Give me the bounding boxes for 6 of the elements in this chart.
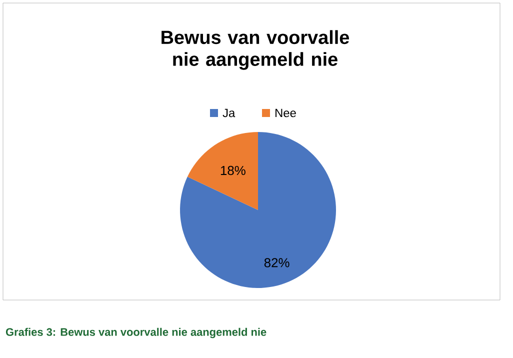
legend-label: Nee bbox=[276, 108, 296, 118]
data-label: 18% bbox=[220, 166, 246, 176]
data-label: 82% bbox=[264, 258, 290, 268]
legend-label: Ja bbox=[222, 108, 236, 118]
text: Grafies 3: Bewus van voorvalle nie aangemeld nie bbox=[6, 328, 266, 338]
chart-title: Bewus van voorvalle nie aangemeld nie bbox=[162, 30, 350, 70]
